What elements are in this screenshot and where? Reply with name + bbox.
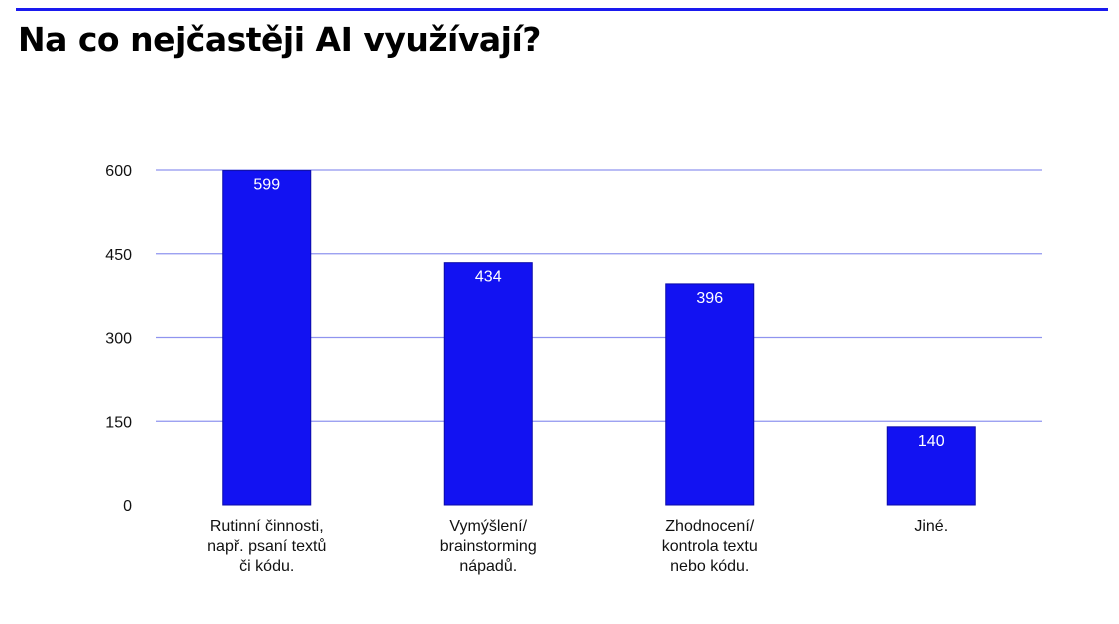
y-tick-label: 300 <box>105 331 132 348</box>
y-tick-label: 150 <box>105 414 132 431</box>
bars <box>222 170 976 506</box>
x-tick-label-line: Rutinní činnosti, <box>210 518 324 535</box>
x-tick-label-line: Vymýšlení/ <box>449 518 527 535</box>
data-label: 396 <box>696 290 723 307</box>
x-tick-label: Jiné. <box>914 518 948 535</box>
data-label: 434 <box>475 269 502 286</box>
x-tick-label-line: nápadů. <box>459 557 517 575</box>
x-tick-label-line: brainstorming <box>440 538 537 555</box>
x-tick-label-line: nebo kódu. <box>670 558 749 575</box>
x-tick-label: Rutinní činnosti, např. psaní textů či kód… <box>207 518 326 575</box>
bar <box>443 262 533 506</box>
x-tick-label-line: kontrola textu <box>662 538 758 555</box>
x-tick-label-line: Jiné. <box>914 518 948 535</box>
bar <box>222 170 312 506</box>
x-tick-label-line: např. psaní textů <box>207 537 326 555</box>
data-labels: 599 434 396 140 <box>253 177 944 450</box>
header-rule <box>16 8 1108 11</box>
y-tick-label: 600 <box>105 163 132 180</box>
x-tick-label: Vymýšlení/brainstorming nápadů. <box>440 518 537 575</box>
x-axis-ticks: Rutinní činnosti, např. psaní textů či kód… <box>207 518 948 575</box>
x-tick-label-line: Zhodnocení/ <box>665 518 755 535</box>
y-axis-ticks: 0 150 300 450 600 <box>105 163 132 515</box>
page-title: Na co nejčastěji AI využívají? <box>18 20 541 59</box>
x-tick-label-line: či kódu. <box>239 558 294 575</box>
data-label: 599 <box>253 177 280 194</box>
bar <box>886 426 976 506</box>
x-tick-label: Zhodnocení/kontrola textu nebo kódu. <box>662 518 758 575</box>
y-tick-label: 450 <box>105 247 132 264</box>
bar <box>665 283 755 506</box>
y-tick-label: 0 <box>123 498 132 515</box>
data-label: 140 <box>918 433 945 450</box>
